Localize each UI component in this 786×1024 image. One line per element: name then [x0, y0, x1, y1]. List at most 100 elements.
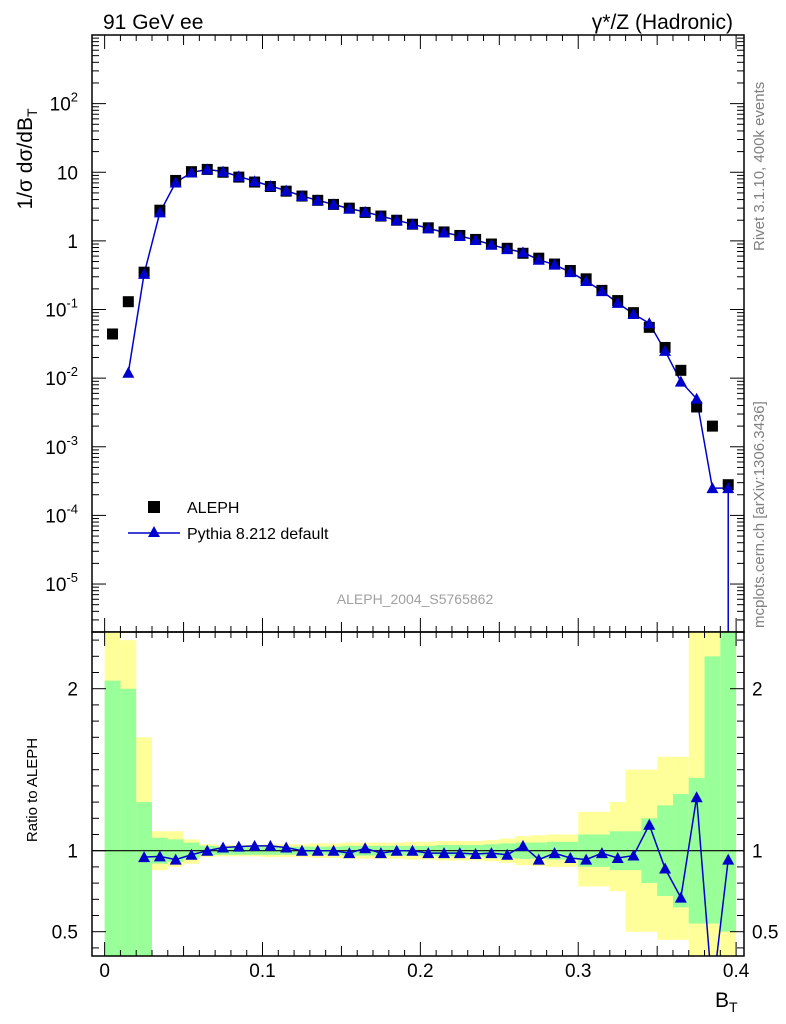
mc-point [627, 308, 640, 320]
mc-point [280, 184, 293, 196]
mc-point [516, 246, 529, 258]
y-tick-label: 1 [67, 232, 78, 253]
ratio-point [153, 850, 166, 862]
ratio-series [138, 791, 735, 956]
mc-point [122, 366, 135, 378]
header-right-title: γ*/Z (Hadronic) [592, 11, 733, 34]
ratio-point [532, 853, 545, 865]
ratio-bands [104, 632, 737, 956]
mc-point [374, 210, 387, 222]
stat-band-bin [104, 680, 121, 956]
mc-point [406, 218, 419, 230]
ratio-point [611, 851, 624, 863]
mc-point [422, 222, 435, 234]
data-point [706, 420, 718, 432]
ratio-point [169, 853, 182, 865]
y-tick-label: 10-1 [45, 296, 78, 322]
mc-point [722, 482, 735, 494]
ratio-point [516, 839, 529, 851]
mc-point [264, 180, 277, 192]
mc-point [217, 165, 230, 177]
ratio-y-tick-label: 1 [67, 842, 78, 863]
ratio-y-tick-label-right: 2 [752, 680, 763, 701]
mc-point [564, 266, 577, 278]
ratio-point [232, 840, 245, 852]
ratio-point [374, 847, 387, 859]
ratio-y-tick-label-right: 0.5 [752, 923, 778, 944]
side-label-version: Rivet 3.1.10, 400k events [751, 82, 768, 251]
ratio-point [264, 839, 277, 851]
ratio-point [580, 853, 593, 865]
ratio-point [138, 851, 151, 863]
ratio-point [627, 849, 640, 861]
ylabel-ratio: Ratio to ALEPH [24, 738, 41, 842]
mc-point [706, 482, 719, 494]
ratio-frame [91, 631, 745, 957]
ratio-panel [91, 631, 745, 957]
xlabel: BT [715, 989, 738, 1015]
mc-point [659, 344, 672, 356]
ratio-point [453, 847, 466, 859]
ratio-y-tick-label: 2 [67, 680, 78, 701]
ratio-point [295, 844, 308, 856]
legend-data-label: ALEPH [187, 500, 239, 517]
ratio-y-tick-label-right: 1 [752, 842, 763, 863]
mc-point [595, 285, 608, 297]
y-tick-label: 10-5 [45, 570, 78, 596]
ratio-point [390, 844, 403, 856]
mc-point [248, 175, 261, 187]
mc-point [501, 243, 514, 255]
mc-point [153, 206, 166, 218]
ratio-point [690, 791, 703, 803]
x-tick-label: 0.2 [407, 961, 433, 982]
mc-point [138, 267, 151, 279]
ratio-point [201, 844, 214, 856]
y-tick-label: 10-4 [45, 501, 78, 527]
y-tick-label: 10-2 [45, 364, 78, 390]
ratio-point [501, 848, 514, 860]
main-series [107, 163, 735, 632]
ratio-point [595, 847, 608, 859]
data-point [691, 401, 703, 413]
mc-point [453, 229, 466, 241]
ratio-point [438, 847, 451, 859]
y-tick-label: 10 [57, 163, 78, 184]
stat-band-bin [704, 656, 721, 924]
watermark-label: ALEPH_2004_S5765862 [337, 591, 494, 607]
ratio-point [674, 891, 687, 903]
mc-point [232, 170, 245, 182]
mc-point [343, 202, 356, 214]
data-point [107, 328, 119, 340]
mc-line [127, 168, 729, 632]
mc-point [469, 234, 482, 246]
mc-point [185, 166, 198, 178]
ratio-point [469, 847, 482, 859]
ratio-point [722, 853, 735, 865]
x-tick-label: 0.3 [565, 961, 591, 982]
ratio-point [643, 818, 656, 830]
ratio-y-tick-label: 0.5 [52, 923, 78, 944]
mc-point [674, 375, 687, 387]
ratio-point [485, 847, 498, 859]
ratio-point [248, 839, 261, 851]
ylabel-main: 1/σ dσ/dBT [14, 108, 40, 209]
ratio-point [406, 844, 419, 856]
ratio-point [359, 842, 372, 854]
mc-point [643, 317, 656, 329]
y-tick-label: 10-3 [45, 433, 78, 459]
mc-point [690, 392, 703, 404]
mc-point [359, 205, 372, 217]
ratio-point [280, 841, 293, 853]
ratio-point [327, 844, 340, 856]
mc-point [485, 238, 498, 250]
legend-mc-marker [148, 526, 160, 537]
mc-point [548, 258, 561, 270]
data-point [675, 364, 687, 376]
ratio-point [564, 851, 577, 863]
side-label-source: mcplots.cern.ch [arXiv:1306.3436] [751, 401, 768, 628]
y-tick-label: 102 [50, 90, 78, 116]
ratio-point [185, 848, 198, 860]
ratio-point [311, 844, 324, 856]
mc-point [169, 176, 182, 188]
x-tick-label: 0.4 [723, 961, 750, 982]
